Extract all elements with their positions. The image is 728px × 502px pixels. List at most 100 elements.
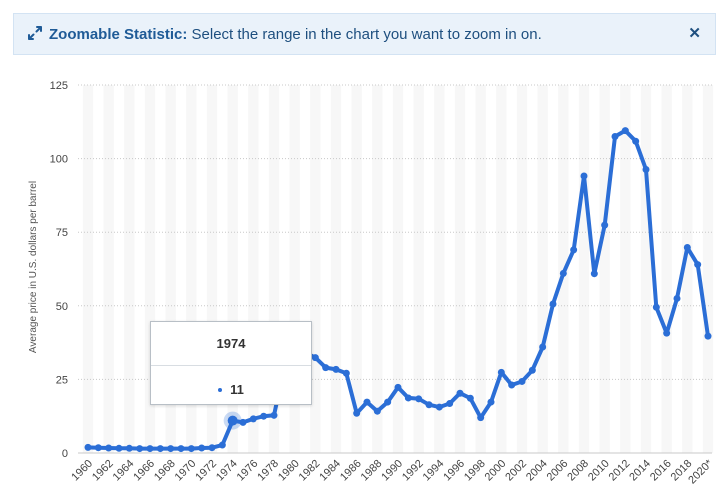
x-tick-label: 2000 [483, 458, 509, 484]
y-tick-label: 125 [50, 80, 68, 92]
tooltip-divider [151, 365, 311, 366]
data-point [167, 445, 175, 453]
year-band [661, 85, 672, 453]
year-band [392, 85, 404, 453]
y-tick-label: 25 [56, 374, 68, 386]
data-point [487, 398, 495, 406]
x-tick-label: 1966 [131, 458, 157, 484]
data-point [239, 418, 247, 426]
data-point [156, 445, 164, 453]
x-tick-label: 2016 [648, 458, 674, 484]
year-band [124, 85, 135, 453]
data-point [94, 444, 102, 452]
data-point [477, 414, 485, 422]
x-tick-label: 2012 [607, 458, 633, 484]
series-dot-icon [218, 387, 223, 392]
data-point [353, 409, 361, 417]
data-point [590, 270, 598, 278]
data-point [549, 300, 557, 308]
data-point [621, 127, 629, 135]
data-point [115, 444, 123, 452]
data-point [508, 381, 516, 389]
data-point [539, 343, 547, 351]
y-tick-label: 50 [56, 301, 68, 313]
data-point [632, 137, 640, 145]
data-point [260, 412, 268, 420]
x-tick-label: 1982 [297, 458, 323, 484]
year-band [578, 85, 590, 453]
data-point [456, 389, 464, 397]
year-band [268, 85, 280, 453]
year-band [103, 85, 114, 453]
data-point [227, 415, 238, 426]
x-tick-label: 1980 [276, 458, 302, 484]
data-point [311, 354, 319, 362]
x-tick-label: 2006 [545, 458, 571, 484]
data-point [84, 443, 92, 451]
x-tick-label: 1976 [235, 458, 261, 484]
data-point [136, 445, 144, 453]
data-point [673, 294, 681, 302]
tooltip-value: 11 [230, 382, 244, 397]
data-point [683, 244, 691, 252]
x-tick-label: 1962 [90, 458, 116, 484]
x-tick-label: 1978 [255, 458, 281, 484]
x-tick-label: 2002 [503, 458, 529, 484]
data-point [694, 261, 702, 269]
data-point [342, 369, 350, 377]
year-band [206, 85, 218, 453]
x-tick-label: 1992 [400, 458, 426, 484]
year-band [640, 85, 652, 453]
year-band [330, 85, 342, 453]
data-point [570, 246, 578, 254]
banner-text: Zoomable Statistic: Select the range in … [49, 26, 542, 43]
year-band [702, 85, 714, 453]
banner-message: Select the range in the chart you want t… [191, 26, 542, 43]
data-point [497, 368, 505, 376]
year-band [351, 85, 362, 453]
data-point [218, 441, 226, 449]
x-tick-label: 1970 [173, 458, 199, 484]
x-tick-label: 1984 [317, 458, 343, 484]
data-point [642, 165, 650, 173]
x-tick-label: 1994 [421, 458, 447, 484]
expand-arrows-icon [28, 26, 42, 40]
year-band [413, 85, 424, 453]
data-point [404, 394, 412, 402]
data-point [105, 444, 113, 452]
year-band [434, 85, 445, 453]
year-band [248, 85, 259, 453]
data-point [373, 407, 381, 415]
x-tick-label: 1960 [69, 458, 95, 484]
y-axis-label: Average price in U.S. dollars per barrel [28, 181, 39, 353]
year-band [227, 85, 238, 453]
chart-tooltip: 1974 11 [150, 321, 312, 405]
data-point [652, 303, 660, 311]
data-point [559, 269, 567, 277]
x-tick-label: 2014 [627, 458, 653, 484]
x-tick-label: 2008 [565, 458, 591, 484]
data-point [446, 400, 454, 408]
x-tick-label: 2010 [586, 458, 612, 484]
year-band [516, 85, 528, 453]
year-band [599, 85, 610, 453]
data-point [415, 395, 423, 403]
data-point [177, 445, 185, 453]
year-band [454, 85, 466, 453]
y-tick-label: 75 [56, 227, 68, 239]
data-point [435, 403, 443, 411]
data-point [322, 364, 330, 372]
data-point [611, 133, 619, 141]
data-point [518, 377, 526, 385]
data-point [384, 398, 392, 406]
year-band [537, 85, 548, 453]
year-band [186, 85, 197, 453]
tooltip-value-row: 11 [151, 382, 311, 397]
close-icon[interactable]: ✕ [688, 25, 701, 42]
x-tick-label: 1996 [441, 458, 467, 484]
data-point [198, 444, 206, 452]
data-point [425, 401, 433, 409]
year-band [144, 85, 156, 453]
data-point [580, 172, 588, 180]
